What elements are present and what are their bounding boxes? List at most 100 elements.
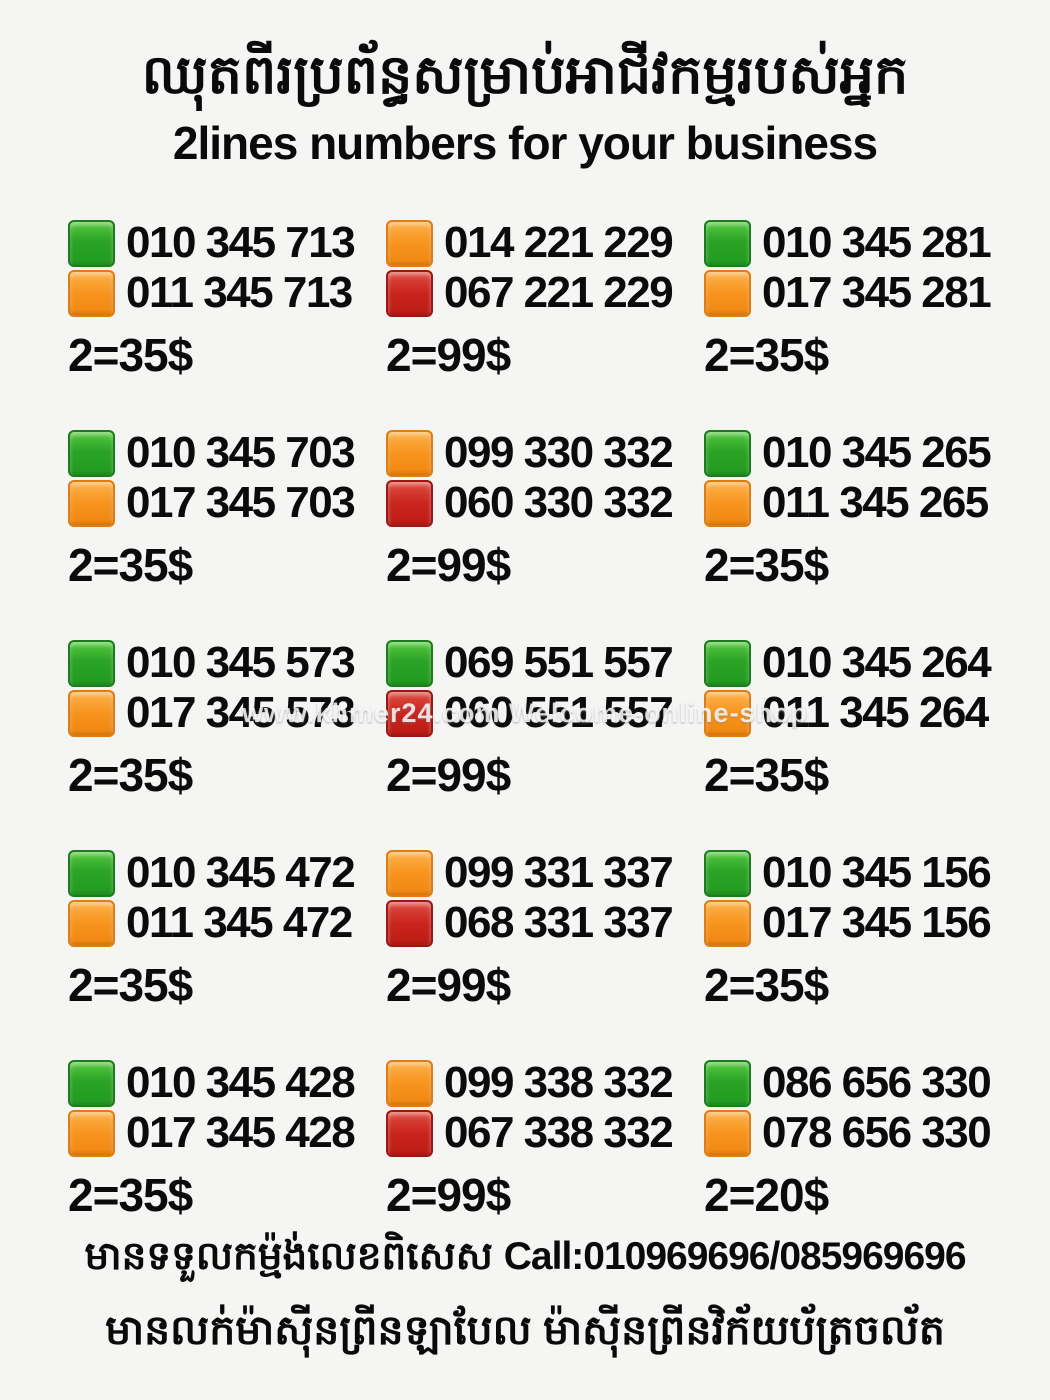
number-group: 010 345 265 011 345 265 2=35$ [704,428,1004,592]
number-group: 010 345 472 011 345 472 2=35$ [68,848,368,1012]
phone-number: 010 345 703 [126,428,356,477]
footer-printer-line: មានលក់ម៉ាស៊ីនព្រីនឡាបែល ម៉ាស៊ីនព្រីនវិក័… [105,1307,945,1353]
footer-order-line: មានទទួលកម្ម៉ង់លេខពិសេស Call:010969696/08… [0,1232,1050,1289]
phone-number: 011 345 264 [762,688,989,737]
phone-number: 069 551 557 [444,638,674,687]
number-group: 010 345 703 017 345 703 2=35$ [68,428,368,592]
numbers-grid: 010 345 713 011 345 713 2=35$ 014 221 22… [68,218,1020,1222]
footer-call-numbers: Call:010969696/085969696 [503,1235,967,1278]
number-group: 014 221 229 067 221 229 2=99$ [386,218,686,382]
price-label: 2=35$ [68,1169,193,1221]
number-line-1: 010 345 573 [68,638,368,688]
phone-number: 099 331 337 [444,848,674,897]
phone-number: 011 345 265 [762,478,989,527]
sim-color-swatch [68,1059,115,1107]
number-group: 010 345 573 017 345 573 2=35$ [68,638,368,802]
phone-number: 010 345 156 [762,848,992,897]
phone-number: 078 656 330 [762,1108,992,1157]
sim-color-swatch [704,899,751,947]
number-line-1: 069 551 557 [386,638,686,688]
sim-color-swatch [386,1059,433,1107]
sim-color-swatch [386,429,433,477]
number-line-2: 017 345 573 [68,688,368,738]
phone-number: 011 345 472 [126,898,353,947]
phone-number: 086 656 330 [762,1058,992,1107]
number-group: 069 551 557 060 551 557 2=99$ [386,638,686,802]
sim-color-swatch [704,429,751,477]
price-label: 2=35$ [704,329,829,381]
price-label: 2=35$ [704,749,829,801]
number-line-2: 060 551 557 [386,688,686,738]
page-title-english: 2lines numbers for your business [172,116,878,169]
phone-number: 060 551 557 [444,688,674,737]
sim-color-swatch [68,639,115,687]
watermark: www.khmer24.com Welcome-online-shop [241,698,809,728]
price-label: 2=99$ [386,329,511,381]
number-line-1: 010 345 156 [704,848,1004,898]
phone-number: 017 345 573 [126,688,356,737]
sim-color-swatch [68,849,115,897]
number-line-2: 011 345 713 [68,268,368,318]
number-line-2: 017 345 281 [704,268,1004,318]
number-line-1: 010 345 428 [68,1058,368,1108]
number-line-2: 017 345 428 [68,1108,368,1158]
phone-number: 010 345 472 [126,848,356,897]
sim-color-swatch [704,849,751,897]
phone-number: 010 345 264 [762,638,992,687]
phone-number: 010 345 281 [762,218,992,267]
number-line-2: 011 345 264 [704,688,1004,738]
phone-number: 017 345 703 [126,478,356,527]
sim-color-swatch [704,639,751,687]
number-line-2: 067 338 332 [386,1108,686,1158]
number-line-2: 067 221 229 [386,268,686,318]
number-line-1: 099 330 332 [386,428,686,478]
number-group: 099 331 337 068 331 337 2=99$ [386,848,686,1012]
phone-number: 010 345 713 [126,218,356,267]
price-label: 2=35$ [704,959,829,1011]
sim-color-swatch [704,479,751,527]
price-label: 2=20$ [704,1169,829,1221]
page-title-khmer: ឈុតពីរប្រព័ន្ធសម្រាប់អាជីវកម្មរបស់អ្នក [141,45,909,105]
number-group: 099 338 332 067 338 332 2=99$ [386,1058,686,1222]
sim-color-swatch [68,219,115,267]
number-line-2: 078 656 330 [704,1108,1004,1158]
sim-color-swatch [386,269,433,317]
sim-color-swatch [68,689,115,737]
number-line-2: 011 345 472 [68,898,368,948]
number-line-1: 010 345 264 [704,638,1004,688]
phone-number: 017 345 428 [126,1108,356,1157]
sim-color-swatch [68,429,115,477]
price-label: 2=35$ [704,539,829,591]
price-label: 2=35$ [68,539,193,591]
phone-number: 017 345 281 [762,268,992,317]
number-line-1: 099 331 337 [386,848,686,898]
phone-number: 067 221 229 [444,268,674,317]
number-group: 010 345 156 017 345 156 2=35$ [704,848,1004,1012]
number-line-2: 017 345 156 [704,898,1004,948]
phone-number: 068 331 337 [444,898,674,947]
sim-color-swatch [386,479,433,527]
sim-color-swatch [68,269,115,317]
number-group: 010 345 281 017 345 281 2=35$ [704,218,1004,382]
number-line-2: 060 330 332 [386,478,686,528]
sim-color-swatch [68,479,115,527]
phone-number: 011 345 713 [126,268,353,317]
sim-color-swatch [386,1109,433,1157]
sim-color-swatch [386,899,433,947]
number-line-1: 010 345 265 [704,428,1004,478]
number-line-2: 068 331 337 [386,898,686,948]
sim-color-swatch [704,1059,751,1107]
number-line-1: 010 345 472 [68,848,368,898]
number-group: 086 656 330 078 656 330 2=20$ [704,1058,1004,1222]
price-label: 2=35$ [68,749,193,801]
number-line-1: 086 656 330 [704,1058,1004,1108]
number-line-1: 010 345 703 [68,428,368,478]
number-group: 010 345 428 017 345 428 2=35$ [68,1058,368,1222]
footer: មានទទួលកម្ម៉ង់លេខពិសេស Call:010969696/08… [0,1232,1050,1365]
header: ឈុតពីរប្រព័ន្ធសម្រាប់អាជីវកម្មរបស់អ្នក 2… [0,42,1050,170]
number-line-2: 017 345 703 [68,478,368,528]
sim-color-swatch [386,219,433,267]
number-line-1: 010 345 281 [704,218,1004,268]
price-label: 2=99$ [386,1169,511,1221]
